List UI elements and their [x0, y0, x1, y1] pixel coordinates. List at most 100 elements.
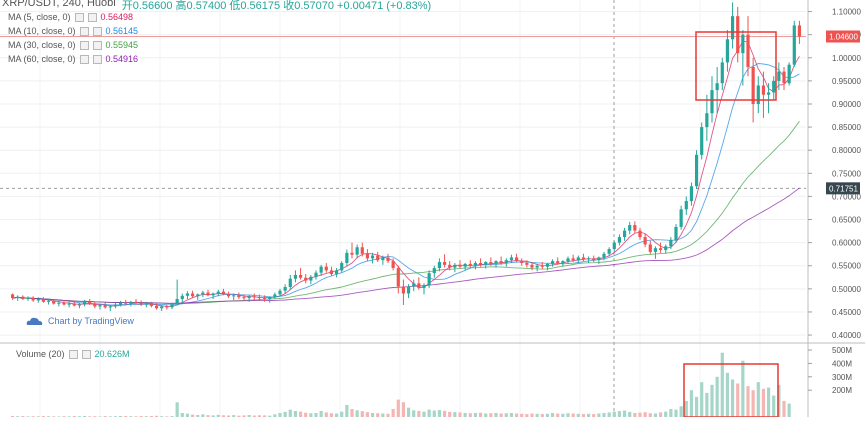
candle [725, 30, 730, 72]
candle-body [643, 237, 647, 245]
candle [509, 254, 514, 263]
candle-body [334, 270, 339, 275]
volume-bar [736, 383, 740, 417]
eye-icon[interactable] [68, 349, 78, 359]
candle-body [586, 258, 591, 260]
candle-body [504, 260, 508, 263]
candle [622, 227, 627, 241]
candle [772, 76, 776, 100]
tradingview-branding[interactable]: Chart by TradingView [26, 316, 134, 326]
candle [103, 302, 107, 309]
candle-body [432, 268, 436, 274]
close-icon[interactable] [81, 349, 91, 359]
candle [365, 249, 370, 262]
candle [278, 288, 282, 297]
volume-bar [314, 412, 318, 417]
candle [170, 302, 174, 310]
last-price-label: 1.04600 [829, 33, 858, 42]
candle-body [458, 264, 462, 267]
candle-body [381, 257, 385, 261]
candle-body [118, 302, 123, 305]
candle [216, 289, 220, 297]
volume-bar [550, 412, 555, 417]
candle [638, 227, 642, 240]
close-icon[interactable] [92, 54, 102, 64]
candle [376, 251, 380, 263]
candle [149, 301, 154, 308]
high-value: 0.57400 [186, 0, 227, 12]
symbol-label[interactable]: XRP/USDT, 240, Huobi [2, 0, 116, 9]
candle [617, 234, 622, 246]
volume-bar [499, 413, 503, 417]
eye-icon[interactable] [79, 26, 89, 36]
volume-legend[interactable]: Volume (20) 20.626M [16, 349, 130, 359]
candle-body [473, 262, 478, 266]
candle [124, 299, 128, 306]
ma10-legend[interactable]: MA (10, close, 0) 0.56145 [8, 24, 138, 38]
candle-body [247, 296, 251, 299]
candle [57, 300, 61, 307]
candle [139, 300, 143, 306]
candle-body [67, 303, 71, 305]
candle [221, 288, 226, 296]
candle [550, 259, 555, 267]
candle [782, 67, 786, 91]
candle-body [72, 303, 76, 306]
candle-body [134, 301, 138, 303]
close-icon[interactable] [92, 26, 102, 36]
candle-body [525, 262, 529, 265]
eye-icon[interactable] [79, 40, 89, 50]
ma5-legend[interactable]: MA (5, close, 0) 0.56498 [8, 10, 133, 24]
price-axis[interactable]: 1.100001.050001.000000.950000.900000.850… [808, 8, 861, 396]
candle-body [144, 303, 148, 305]
candle-body [175, 299, 179, 305]
candle-body [550, 261, 555, 264]
volume-bar [715, 376, 719, 417]
eye-icon[interactable] [79, 54, 89, 64]
volume-bar [340, 411, 344, 417]
volume-bar [756, 382, 760, 417]
candle [154, 303, 159, 310]
candle-body [211, 293, 215, 296]
volume-bar [273, 414, 277, 417]
candle [355, 244, 359, 259]
candle-body [478, 262, 483, 265]
volume-bar [211, 415, 215, 417]
moving-average-lines [12, 40, 800, 307]
candle-body [653, 248, 658, 252]
candle [93, 301, 97, 309]
price-tick-label: 0.95000 [832, 77, 861, 86]
candle [468, 260, 472, 268]
close-icon[interactable] [92, 40, 102, 50]
candle [134, 299, 138, 305]
eye-icon[interactable] [74, 12, 84, 22]
close-icon[interactable] [87, 12, 97, 22]
price-highlight-box [695, 31, 777, 101]
candle [185, 291, 190, 300]
candle [432, 265, 436, 278]
candle [422, 283, 426, 295]
candle [643, 233, 647, 248]
candle-body [329, 270, 334, 275]
ma60-legend[interactable]: MA (60, close, 0) 0.54916 [8, 52, 138, 66]
candle [571, 254, 575, 263]
candle-body [741, 34, 745, 54]
volume-bar [664, 411, 668, 417]
ma30-legend[interactable]: MA (30, close, 0) 0.55945 [8, 38, 138, 52]
candle [412, 279, 416, 292]
volume-bar [154, 415, 159, 417]
candle-body [607, 249, 611, 254]
candle [741, 30, 745, 86]
volume-bar [242, 415, 246, 417]
candle-body [242, 297, 246, 299]
volume-bar [741, 360, 745, 417]
volume-bar [386, 413, 390, 417]
candle-body [129, 301, 133, 304]
candle [293, 270, 298, 283]
volume-bar [710, 384, 714, 417]
candle [597, 256, 601, 264]
candle-body [36, 299, 40, 301]
volume-bar [622, 410, 627, 417]
